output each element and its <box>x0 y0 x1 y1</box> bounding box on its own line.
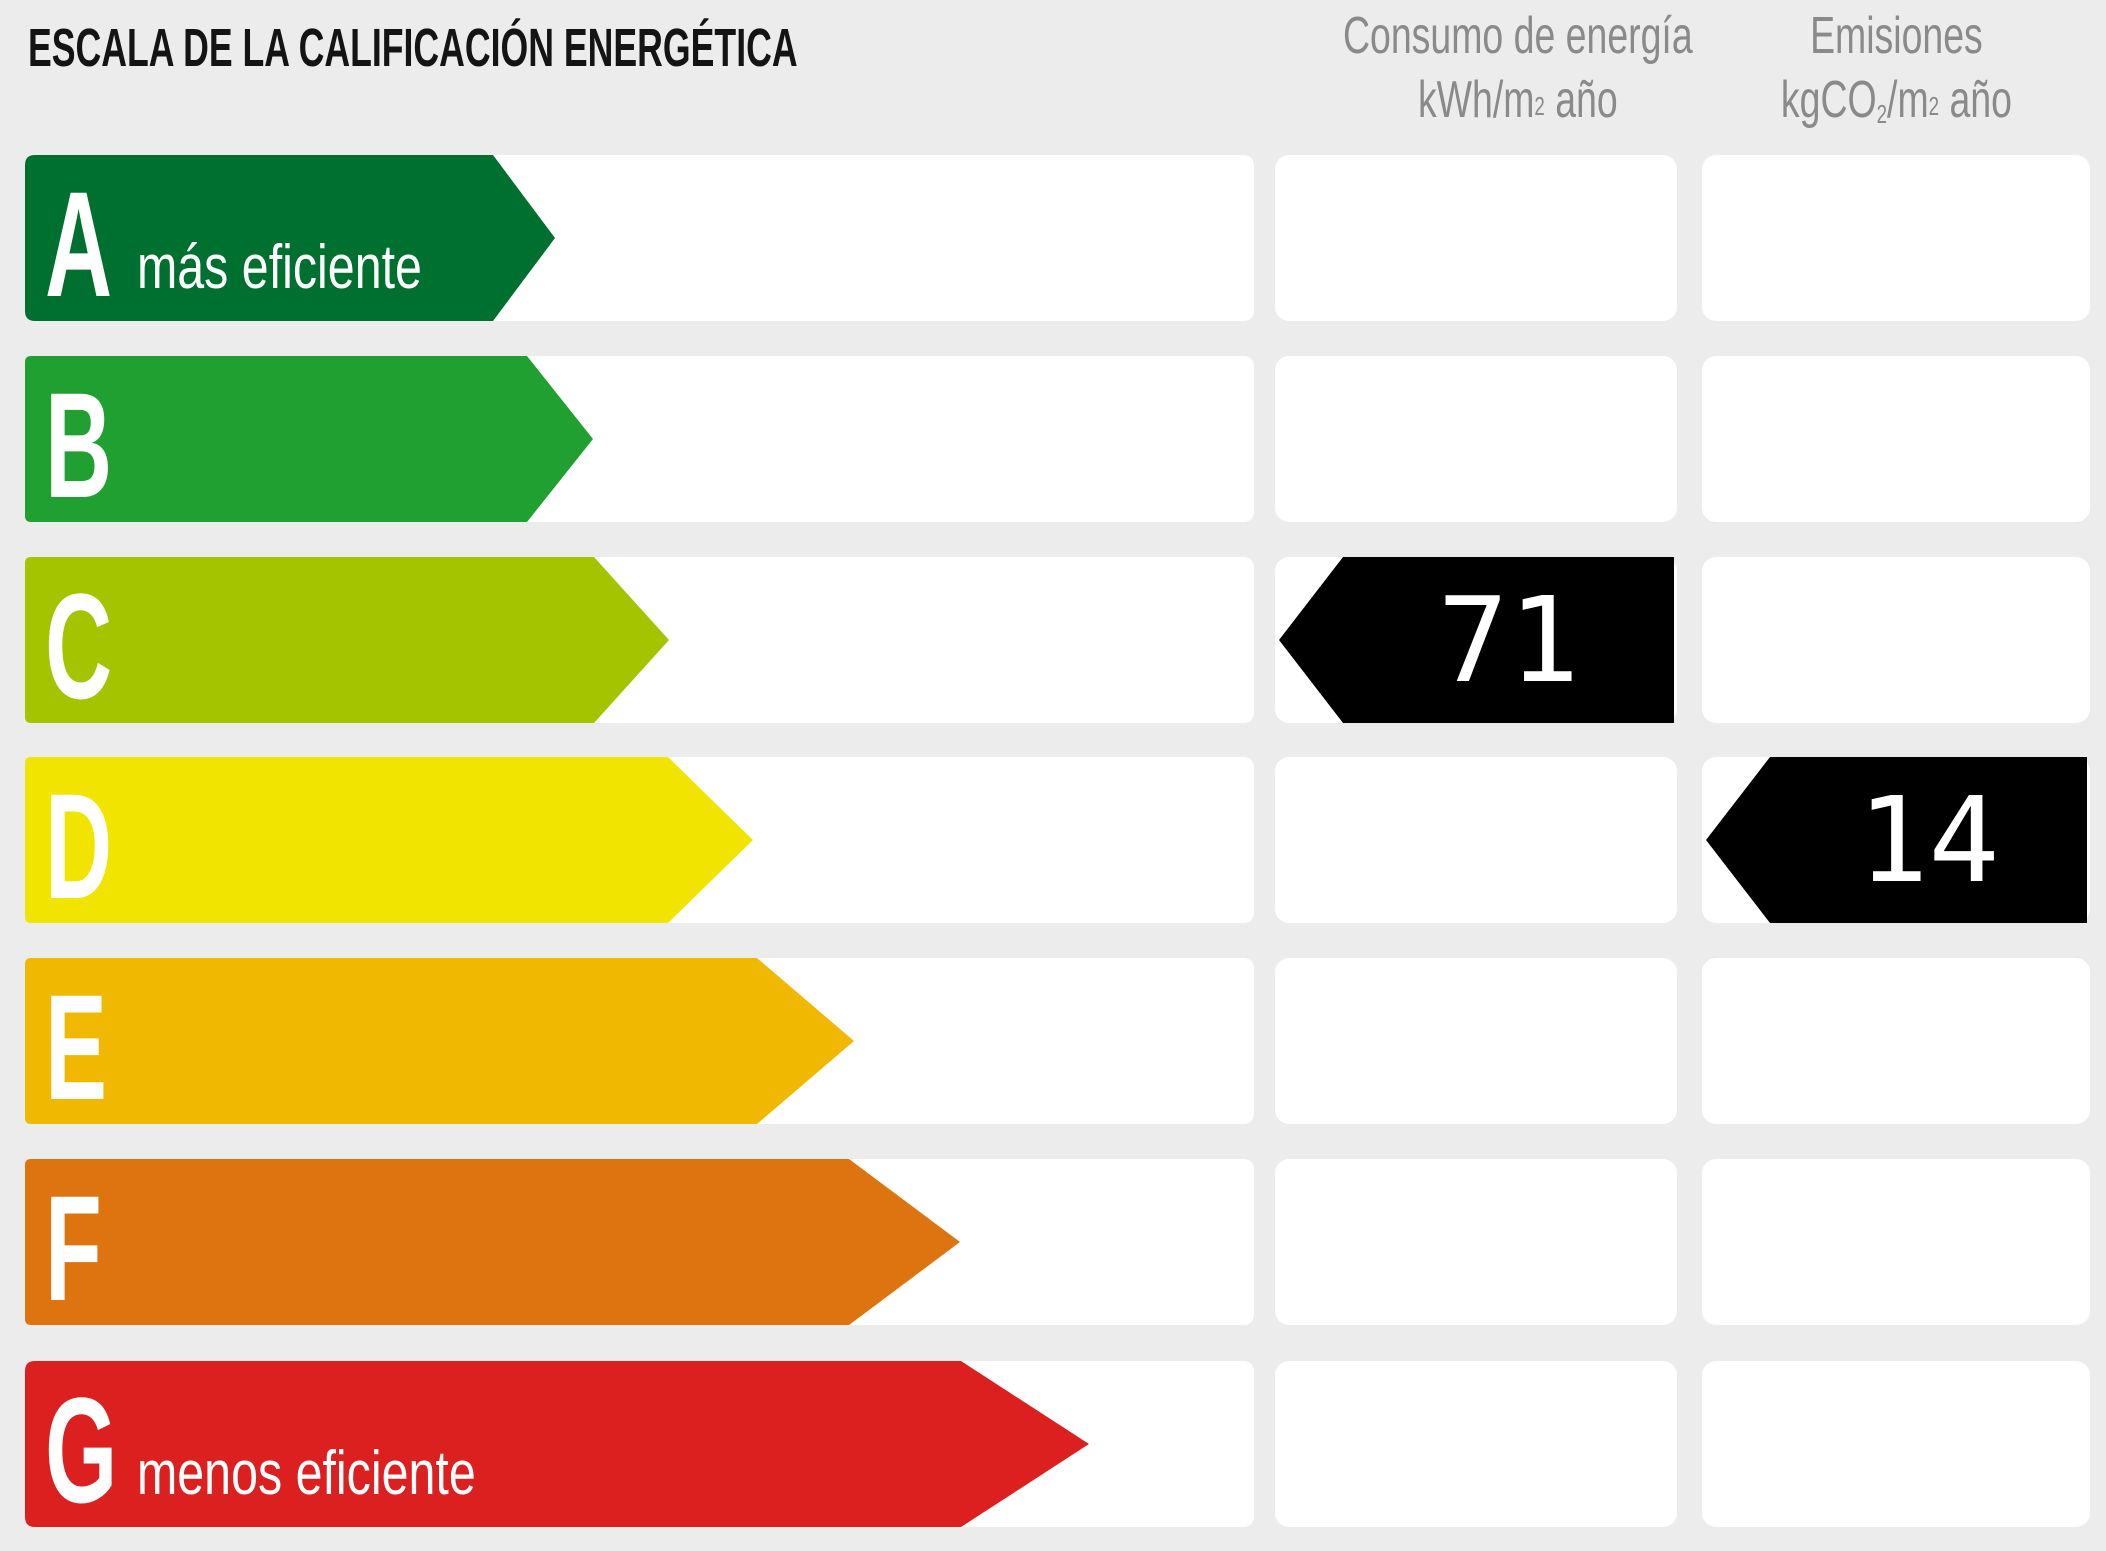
emisiones-cell-e <box>1702 958 2090 1124</box>
scale-letter: G <box>45 1366 118 1534</box>
consumo-column-header: Consumo de energía kWh/m2 año <box>1275 4 1693 132</box>
scale-note-least-efficient: menos eficiente <box>137 1439 476 1508</box>
consumo-value: 71 <box>1437 571 1580 709</box>
scale-row-g: G menos eficiente <box>0 1361 2106 1527</box>
emisiones-cell-c <box>1702 557 2090 723</box>
emisiones-value: 14 <box>1857 771 2000 909</box>
scale-row-b: B <box>0 356 2106 522</box>
scale-row-f: F <box>0 1159 2106 1325</box>
scale-arrow-f <box>25 1159 970 1325</box>
emisiones-cell-f <box>1702 1159 2090 1325</box>
consumo-cell-b <box>1275 356 1677 522</box>
scale-arrow-g <box>25 1361 1100 1527</box>
scale-arrow-d <box>25 757 765 923</box>
scale-letter: B <box>45 361 113 529</box>
consumo-cell-g <box>1275 1361 1677 1527</box>
consumo-header-label: Consumo de energía <box>1342 7 1693 65</box>
scale-letter: E <box>45 963 108 1131</box>
emisiones-cell-a <box>1702 155 2090 321</box>
consumo-cell-e <box>1275 958 1677 1124</box>
scale-arrow-b <box>25 356 605 522</box>
page-title: ESCALA DE LA CALIFICACIÓN ENERGÉTICA <box>28 18 798 78</box>
scale-row-c: C 71 <box>0 557 2106 723</box>
scale-letter: C <box>45 562 113 730</box>
emisiones-cell-g <box>1702 1361 2090 1527</box>
scale-row-a: A más eficiente <box>0 155 2106 321</box>
scale-arrow-a <box>25 155 565 321</box>
scale-letter: F <box>45 1164 102 1332</box>
consumo-header-unit: kWh/m2 año <box>1417 71 1618 129</box>
consumo-cell-a <box>1275 155 1677 321</box>
scale-arrow-c <box>25 557 685 723</box>
scale-note-most-efficient: más eficiente <box>137 233 422 302</box>
consumo-cell-d <box>1275 757 1677 923</box>
scale-row-e: E <box>0 958 2106 1124</box>
scale-row-d: D 14 <box>0 757 2106 923</box>
emisiones-header-unit: kgCO2/m2 año <box>1780 71 2012 129</box>
consumo-cell-f <box>1275 1159 1677 1325</box>
scale-letter: A <box>45 160 113 328</box>
emisiones-header-label: Emisiones <box>1809 7 1983 65</box>
scale-arrow-e <box>25 958 865 1124</box>
consumo-rating-marker: 71 <box>1279 557 1674 723</box>
emisiones-rating-marker: 14 <box>1706 757 2087 923</box>
emisiones-column-header: Emisiones kgCO2/m2 año <box>1702 4 2090 132</box>
scale-letter: D <box>45 762 113 930</box>
emisiones-cell-b <box>1702 356 2090 522</box>
